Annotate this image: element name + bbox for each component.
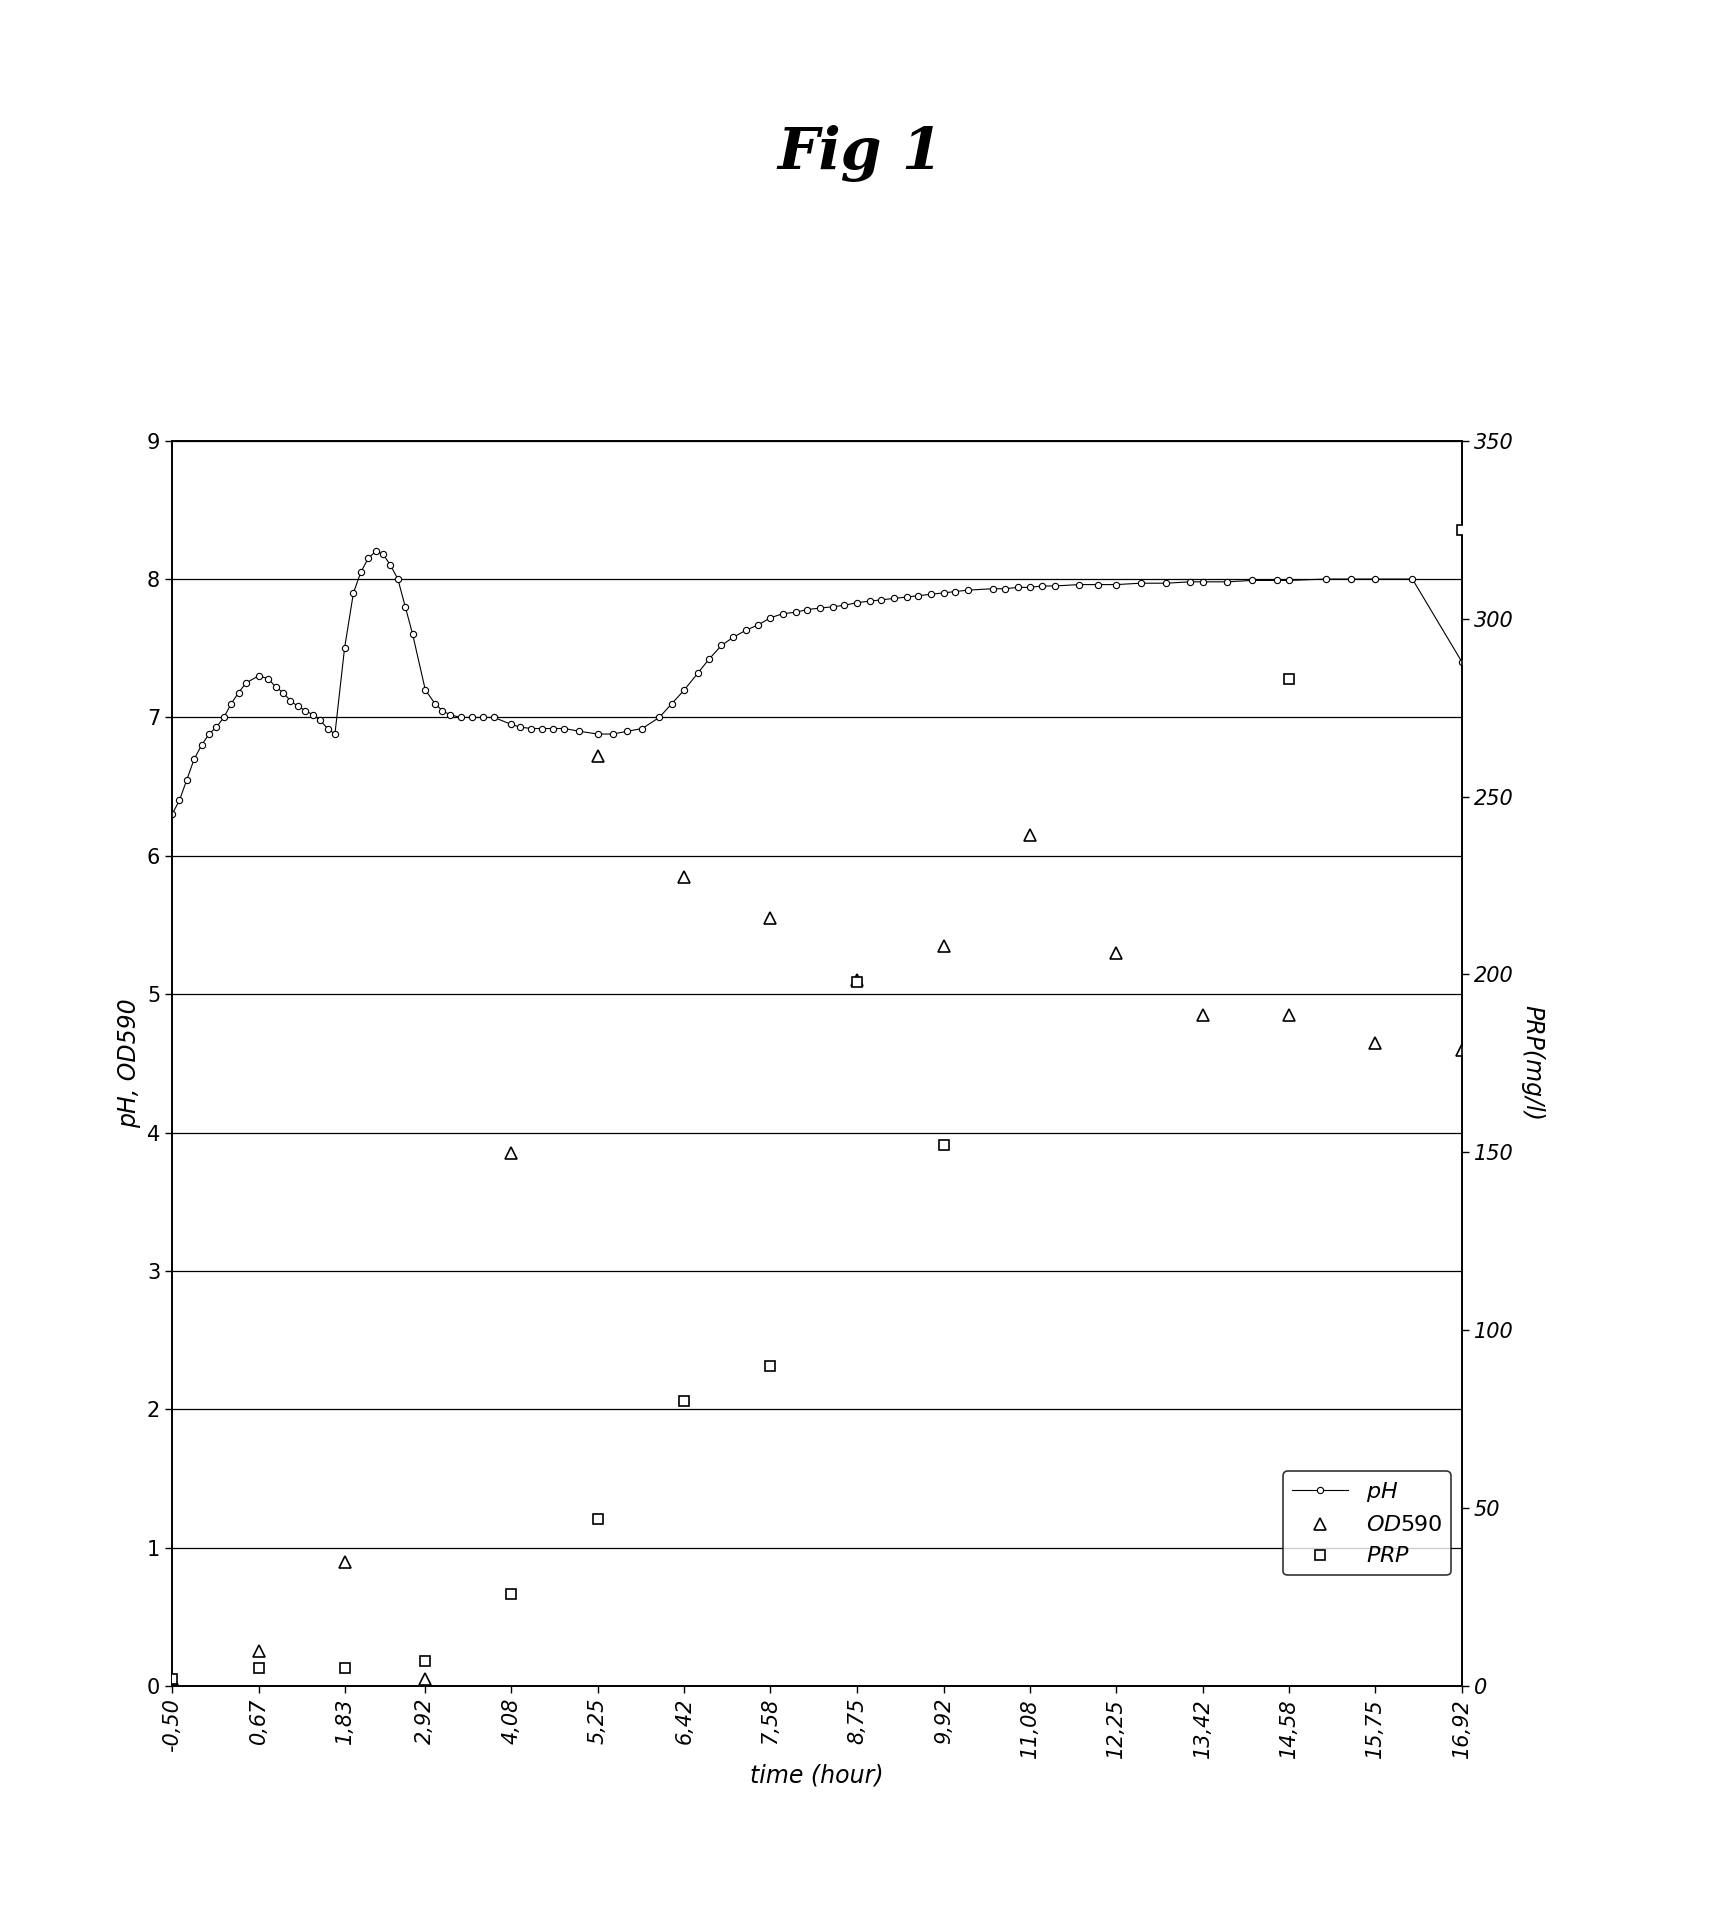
$pH$ [373, 542, 394, 565]
$OD590$ [1106, 941, 1127, 964]
$PRP$ [1452, 517, 1472, 540]
$OD590$ [1192, 1004, 1213, 1027]
Line: $pH$: $pH$ [169, 548, 1465, 818]
$OD590$ [1278, 1004, 1299, 1027]
$PRP$ [248, 1657, 268, 1680]
Line: $PRP$: $PRP$ [167, 525, 1467, 1684]
$pH$ [994, 577, 1015, 600]
$pH$ [674, 678, 695, 701]
$PRP$ [674, 1389, 695, 1412]
$PRP$ [415, 1650, 435, 1673]
$OD590$ [162, 1667, 182, 1690]
$pH$ [365, 540, 385, 563]
$OD590$ [248, 1640, 268, 1663]
$PRP$ [334, 1657, 354, 1680]
$PRP$ [1278, 667, 1299, 690]
$OD590$ [1366, 1031, 1386, 1054]
$OD590$ [846, 969, 867, 992]
$pH$ [631, 717, 652, 740]
$PRP$ [760, 1355, 781, 1378]
$PRP$ [846, 969, 867, 992]
$pH$ [1452, 651, 1472, 674]
$PRP$ [501, 1583, 521, 1606]
$OD590$ [1452, 1038, 1472, 1061]
$OD590$ [674, 866, 695, 889]
$OD590$ [415, 1667, 435, 1690]
$OD590$ [588, 745, 609, 768]
$OD590$ [501, 1142, 521, 1165]
$pH$ [402, 623, 423, 646]
$PRP$ [162, 1667, 182, 1690]
Y-axis label: pH, OD590: pH, OD590 [117, 998, 141, 1129]
$PRP$ [588, 1508, 609, 1531]
$pH$ [342, 581, 363, 604]
$OD590$ [1020, 824, 1041, 847]
$pH$ [162, 803, 182, 826]
X-axis label: time (hour): time (hour) [750, 1763, 884, 1788]
$PRP$ [934, 1134, 955, 1157]
$OD590$ [334, 1550, 354, 1573]
Text: Fig 1: Fig 1 [777, 125, 943, 182]
$OD590$ [934, 935, 955, 958]
$OD590$ [760, 906, 781, 929]
Legend: $pH$, $OD590$, $PRP$: $pH$, $OD590$, $PRP$ [1283, 1471, 1452, 1575]
Y-axis label: PRP(mg/l): PRP(mg/l) [1520, 1006, 1545, 1121]
Line: $OD590$: $OD590$ [165, 749, 1469, 1686]
